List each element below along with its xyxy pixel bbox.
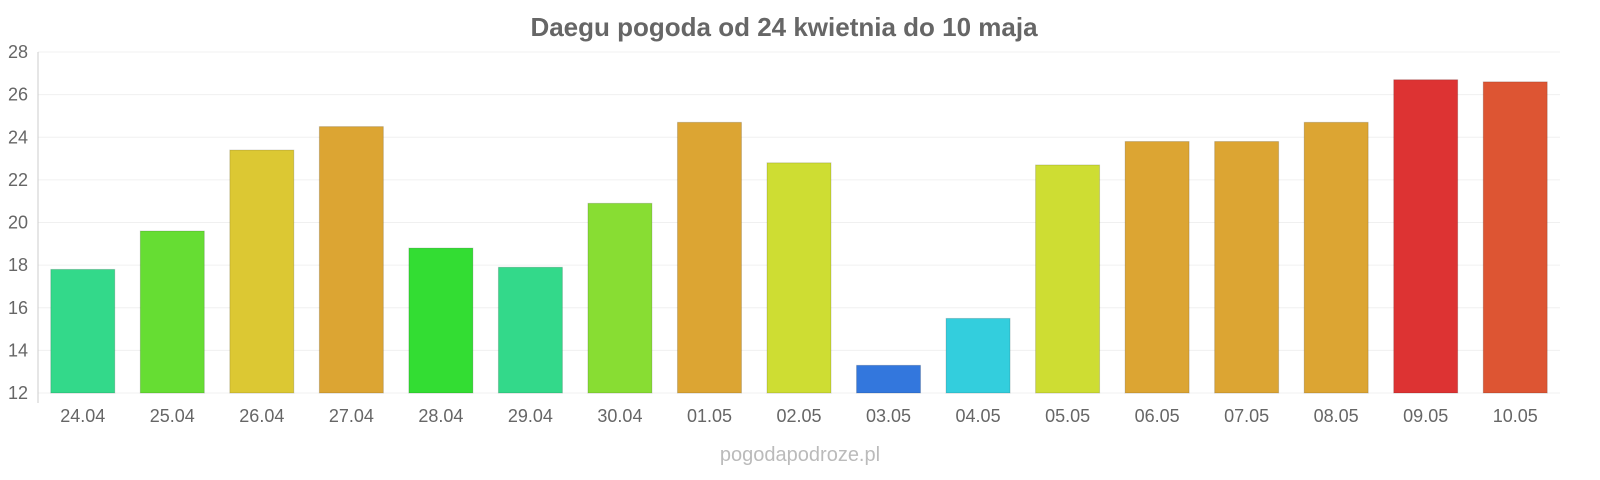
x-tick-label: 25.04 (150, 406, 195, 426)
bar-09.05 (1393, 79, 1459, 394)
x-tick-label: 01.05 (687, 406, 732, 426)
x-tick-label: 02.05 (776, 406, 821, 426)
x-tick-label: 24.04 (60, 406, 105, 426)
y-tick-label: 14 (8, 340, 28, 360)
x-tick-label: 29.04 (508, 406, 553, 426)
bar-25.04 (139, 230, 205, 394)
x-tick-label: 03.05 (866, 406, 911, 426)
bar-07.05 (1214, 141, 1280, 394)
x-tick-label: 06.05 (1135, 406, 1180, 426)
bar-10.05 (1482, 81, 1548, 394)
bar-28.04 (408, 247, 474, 394)
x-tick-label: 27.04 (329, 406, 374, 426)
bar-26.04 (229, 149, 295, 394)
x-tick-label: 08.05 (1314, 406, 1359, 426)
y-tick-label: 28 (8, 42, 28, 62)
x-tick-label: 04.05 (956, 406, 1001, 426)
bar-30.04 (587, 202, 653, 394)
bar-24.04 (50, 268, 116, 394)
y-tick-label: 26 (8, 85, 28, 105)
bar-06.05 (1124, 141, 1190, 394)
y-tick-label: 22 (8, 170, 28, 190)
y-tick-label: 24 (8, 127, 28, 147)
bar-05.05 (1035, 164, 1101, 394)
x-tick-label: 26.04 (239, 406, 284, 426)
bar-27.04 (318, 126, 384, 394)
x-tick-label: 09.05 (1403, 406, 1448, 426)
x-tick-label: 10.05 (1493, 406, 1538, 426)
x-tick-label: 28.04 (418, 406, 463, 426)
bar-03.05 (856, 364, 922, 394)
x-tick-label: 30.04 (597, 406, 642, 426)
x-tick-label: 05.05 (1045, 406, 1090, 426)
bar-04.05 (945, 317, 1011, 394)
bar-29.04 (497, 266, 563, 394)
bar-08.05 (1303, 121, 1369, 394)
bar-01.05 (676, 121, 742, 394)
x-tick-label: 07.05 (1224, 406, 1269, 426)
source-label: pogodapodroze.pl (720, 444, 880, 466)
y-tick-label: 12 (8, 383, 28, 403)
y-tick-label: 16 (8, 298, 28, 318)
bar-02.05 (766, 162, 832, 394)
y-tick-label: 20 (8, 213, 28, 233)
chart-title: Daegu pogoda od 24 kwietnia do 10 maja (530, 12, 1038, 42)
y-tick-label: 18 (8, 255, 28, 275)
